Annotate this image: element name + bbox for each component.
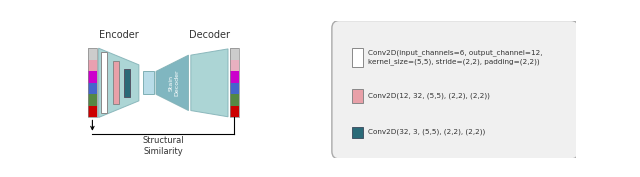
Text: Conv2D(12, 32, (5,5), (2,2), (2,2)): Conv2D(12, 32, (5,5), (2,2), (2,2)) xyxy=(368,93,490,99)
Bar xyxy=(88,94,97,106)
Bar xyxy=(230,83,239,94)
Bar xyxy=(143,71,154,94)
Bar xyxy=(88,71,97,83)
Text: Conv2D(input_channels=6, output_channel=12,
kernel_size=(5,5), stride=(2,2), pad: Conv2D(input_channels=6, output_channel=… xyxy=(368,50,543,65)
Bar xyxy=(88,83,97,94)
Bar xyxy=(352,48,363,67)
Polygon shape xyxy=(156,55,189,111)
Bar xyxy=(113,61,119,104)
Bar xyxy=(230,48,239,60)
Bar xyxy=(352,89,363,103)
Text: Conv2D(32, 3, (5,5), (2,2), (2,2)): Conv2D(32, 3, (5,5), (2,2), (2,2)) xyxy=(368,129,486,135)
Bar xyxy=(230,60,239,71)
Bar xyxy=(88,48,97,60)
Bar xyxy=(352,127,363,138)
Bar xyxy=(101,52,107,113)
Bar xyxy=(88,106,97,118)
Bar xyxy=(230,71,239,83)
Polygon shape xyxy=(191,49,228,117)
FancyBboxPatch shape xyxy=(332,21,579,159)
Bar xyxy=(230,106,239,118)
Bar xyxy=(230,94,239,106)
Bar xyxy=(124,69,131,97)
Text: Encoder: Encoder xyxy=(99,30,139,41)
Bar xyxy=(230,48,239,118)
Text: Structural
Similarity: Structural Similarity xyxy=(143,136,184,156)
Text: Decoder: Decoder xyxy=(189,30,230,41)
Text: Stain
Decoder: Stain Decoder xyxy=(168,70,179,96)
Bar xyxy=(88,48,97,118)
Polygon shape xyxy=(99,48,139,118)
Bar xyxy=(88,60,97,71)
